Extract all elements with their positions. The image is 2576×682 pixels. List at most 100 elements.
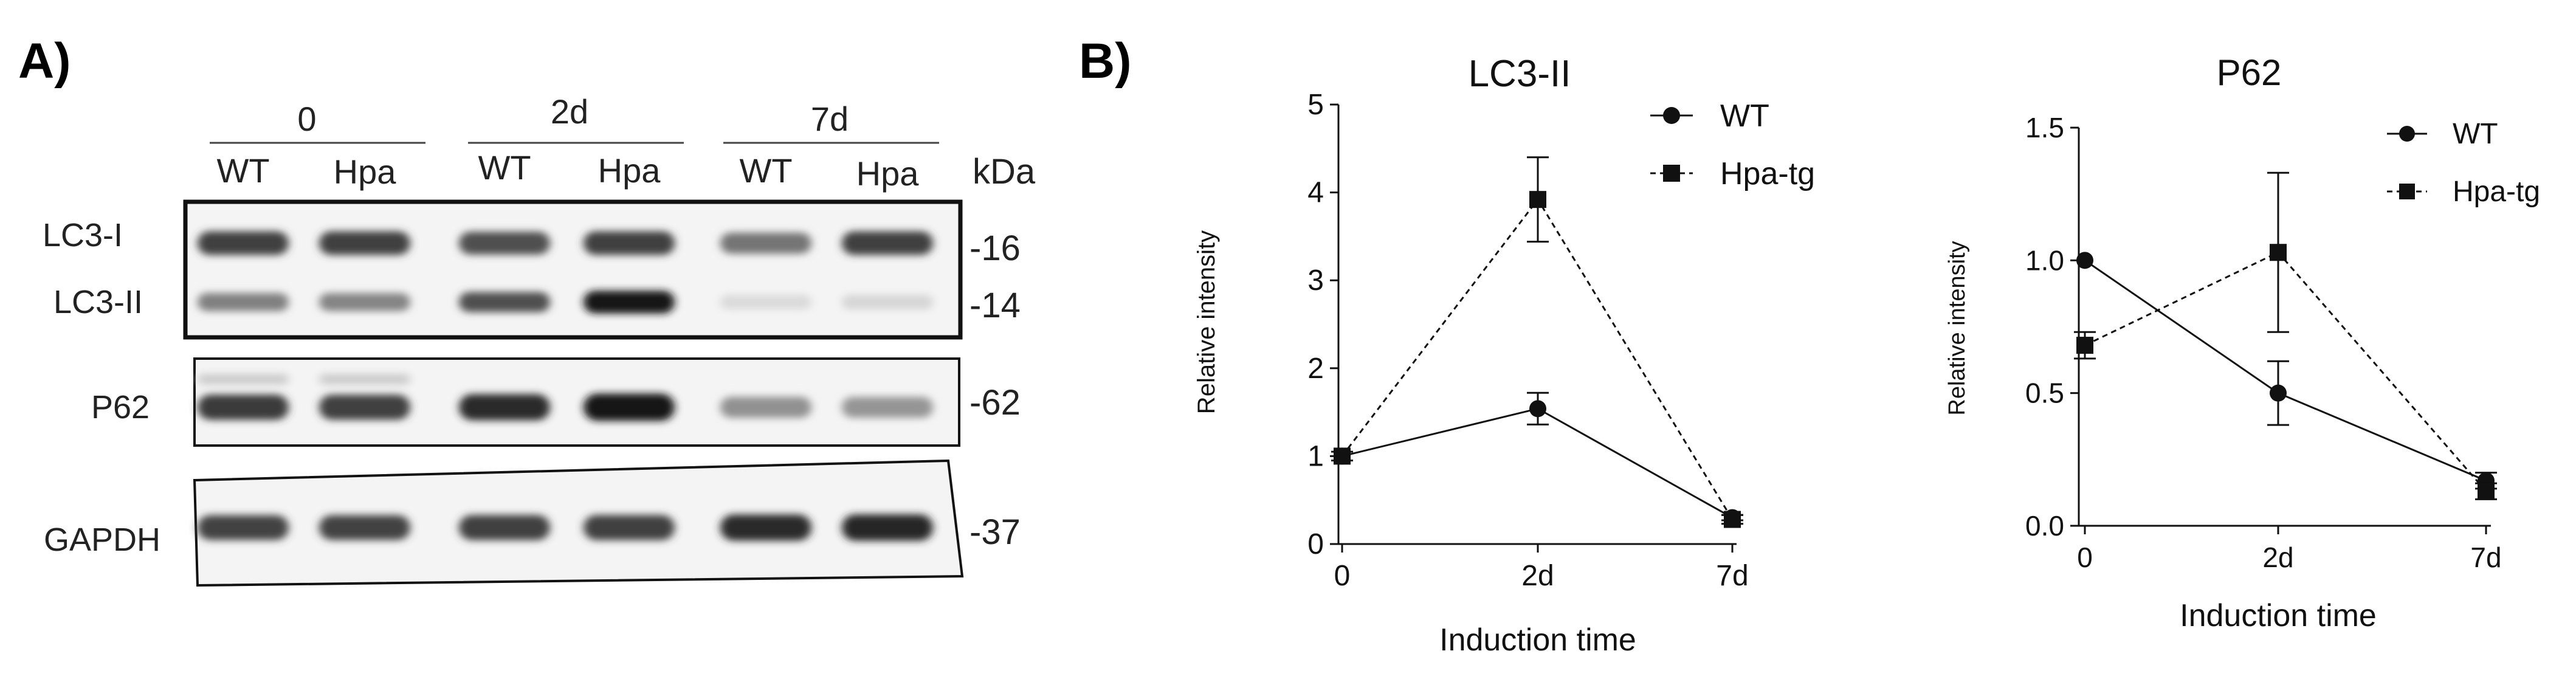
y-axis-label: Relative intensity [1193,230,1220,414]
blot-band-lc3-i [459,232,550,255]
data-point-hpa-tg [2478,483,2495,500]
x-tick-label: 2d [1521,560,1554,592]
blot-band-p62 [842,396,933,418]
x-tick-label: 7d [1716,560,1748,592]
lane-label: WT [216,151,269,190]
legend-hpa-marker [2399,184,2415,199]
data-point-wt [1529,400,1546,418]
x-tick-label: 0 [1334,560,1351,592]
chart-title: LC3-II [1469,53,1571,95]
blot-band-lc3-i [842,231,933,255]
data-point-hpa-tg [2076,337,2093,354]
blot-band-gapdh [842,514,933,541]
y-tick-label: 0.0 [2025,510,2064,542]
x-tick-label: 0 [2077,542,2093,573]
blot-band-p62 [319,394,410,420]
marker-16: -16 [969,229,1021,268]
blot-band-gapdh [198,515,289,540]
x-tick-label: 7d [2470,542,2501,573]
row-label-gapdh: GAPDH [44,522,160,558]
data-point-wt [2270,384,2287,402]
blot-band-gapdh [720,514,811,541]
data-marks [2074,171,2497,500]
x-tick-label: 2d [2262,542,2293,573]
x-axis-label: Induction time [2180,598,2377,633]
data-point-hpa-tg [1529,191,1546,208]
legend-label-hpa-tg: Hpa-tg [2453,176,2540,208]
blot-band-lc3-ii [319,293,410,311]
lane-label: Hpa [856,154,920,193]
blot-band-lc3-ii [842,295,933,309]
panel-a-label: A) [18,33,71,89]
band-layer [198,231,933,541]
blot-band-lc3-ii [584,291,675,314]
blot-band-lc3-i [720,232,811,254]
blot-band-lc3-i [584,231,675,255]
row-label-lc3-ii: LC3-II [53,284,143,320]
blot-band-p62 [584,393,675,421]
lane-label: Hpa [598,151,661,190]
panel-b-label: B) [1079,33,1132,89]
chart-title: P62 [2217,52,2282,93]
y-tick-label: 0.5 [2025,377,2064,409]
legend-wt-marker [1663,107,1680,124]
y-tick-label: 1.0 [2025,244,2064,276]
blot-band-lc3-ii [198,293,289,311]
y-tick-label: 1 [1307,440,1324,472]
kda-label: kDa [973,152,1036,191]
chart-p62: P62 Induction time Relative intensity 0.… [1944,52,2540,633]
lane-label: WT [739,151,792,190]
y-tick-label: 5 [1307,89,1324,121]
data-marks [1331,156,1743,528]
blot-band-gapdh [459,515,550,540]
legend-hpa-marker [1663,165,1680,182]
blot-band-p62-faint [198,374,289,385]
marker-62: -62 [969,383,1021,422]
row-label-lc3-i: LC3-I [43,217,123,253]
data-point-hpa-tg [2270,244,2287,261]
blot-band-lc3-ii [459,292,550,312]
data-point-hpa-tg [1334,447,1351,465]
data-point-wt [2076,252,2093,269]
y-tick-label: 4 [1307,177,1324,209]
y-tick-label: 1.5 [2025,112,2064,143]
group-label-2d: 2d [551,92,588,131]
blot-band-lc3-i [319,231,410,255]
series-line-hpa-tg [1341,198,1734,520]
row-label-p62: P62 [91,389,150,425]
y-tick-label: 3 [1307,264,1324,297]
membrane-lc3 [183,199,963,340]
legend-wt-marker [2399,126,2415,142]
x-axis-label: Induction time [1439,622,1636,658]
blot-band-gapdh [584,515,675,540]
legend-label-wt: WT [2453,118,2498,150]
blot-band-p62-faint [319,374,410,385]
blot-band-lc3-i [198,231,289,255]
axes: 0.0 0.5 1.0 1.5 0 2d 7d [2025,112,2502,573]
blot-band-p62 [720,396,811,418]
legend-label-hpa-tg: Hpa-tg [1720,156,1815,191]
series-line-wt [2084,260,2487,482]
group-label-0: 0 [297,100,316,138]
blot-band-p62 [198,394,289,420]
data-point-hpa-tg [1724,511,1741,528]
legend: WT Hpa-tg [2387,118,2540,208]
lane-label: Hpa [334,153,397,191]
y-axis-label: Relative intensity [1944,241,1970,415]
axes: 0 1 2 3 4 5 0 2d 7d [1307,89,1748,592]
blot-band-p62 [459,394,550,421]
legend: WT Hpa-tg [1650,98,1815,191]
y-tick-label: 2 [1307,353,1324,385]
blot-band-lc3-ii [720,295,811,309]
group-label-7d: 7d [811,100,849,138]
chart-lc3-ii: LC3-II Induction time Relative intensity… [1193,53,1815,658]
marker-14: -14 [969,286,1021,325]
lane-label: WT [478,148,531,187]
blot-band-gapdh [319,515,410,540]
western-blot: 0 2d 7d WT Hpa WT Hpa WT Hpa kDa LC3-I L… [43,92,1036,587]
legend-label-wt: WT [1720,98,1769,134]
marker-37: -37 [969,512,1021,552]
y-tick-label: 0 [1307,528,1324,560]
membrane-gapdh [193,459,964,587]
